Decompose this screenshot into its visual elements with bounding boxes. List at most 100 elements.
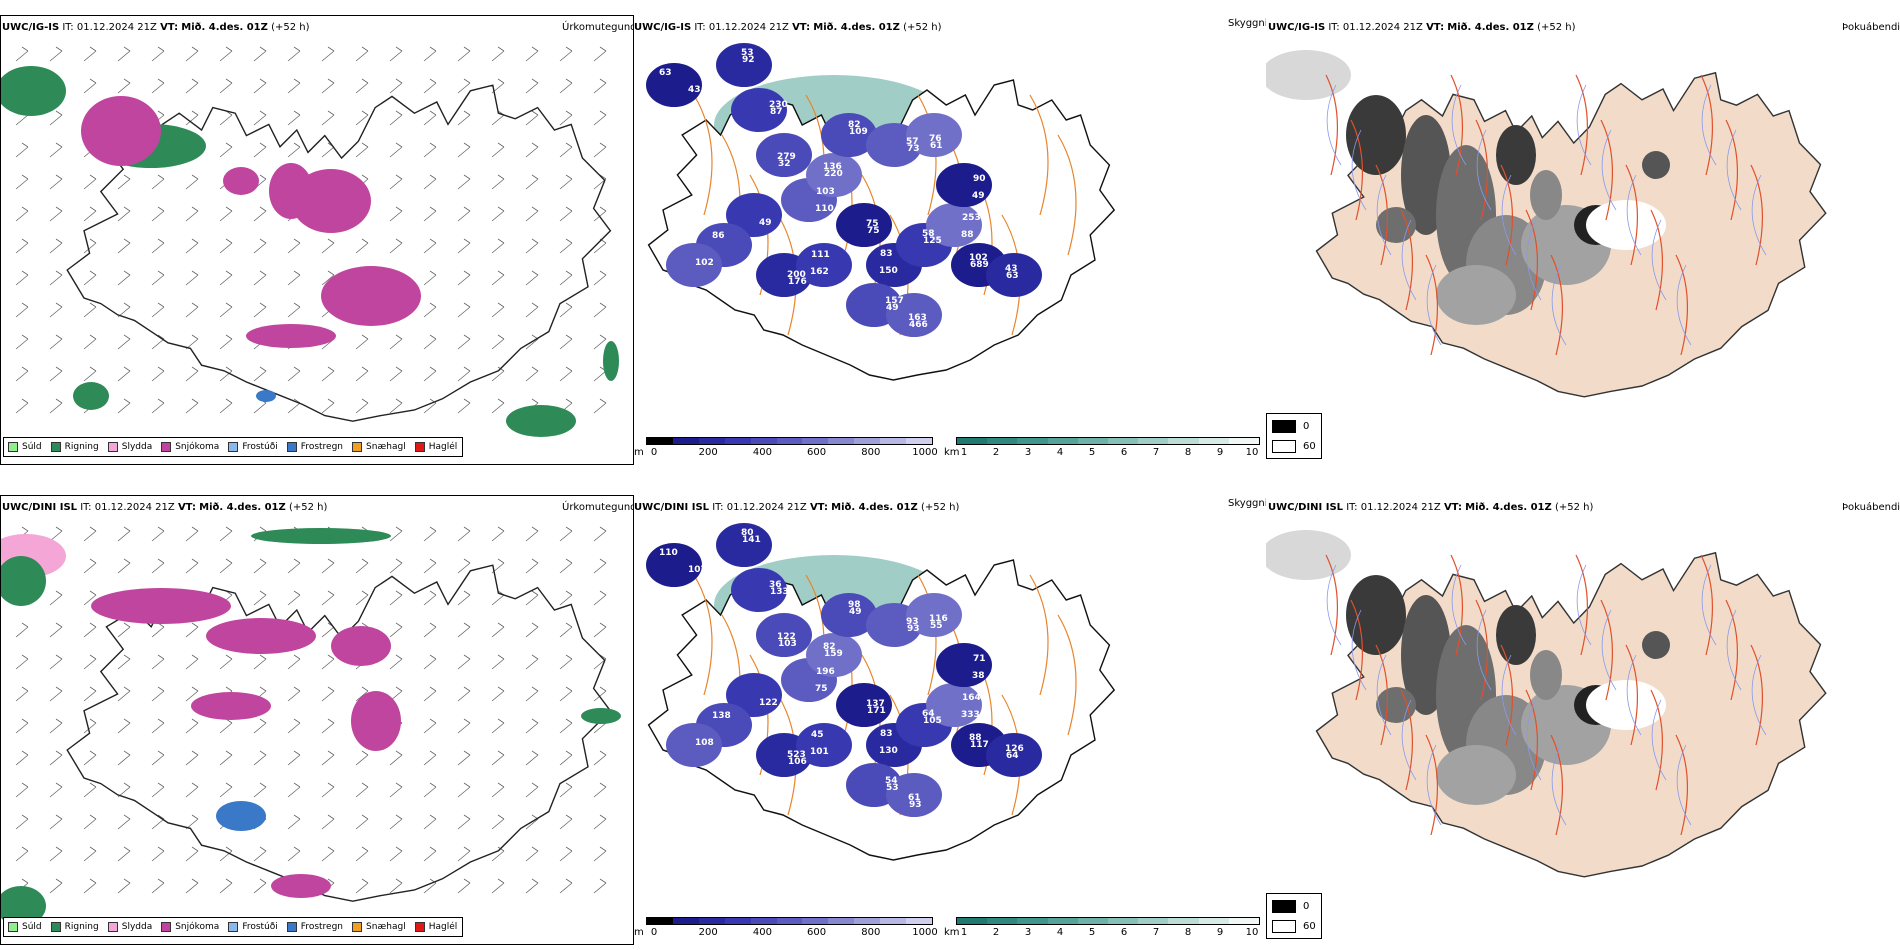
wind-barb <box>49 402 63 414</box>
snow-area <box>269 163 313 219</box>
colorbar-tick: 9 <box>1216 927 1224 938</box>
wind-barb <box>423 242 437 254</box>
wind-barb-flag <box>225 654 233 660</box>
wind-barb <box>151 882 165 894</box>
wind-barb-flag <box>21 718 29 724</box>
wind-barb <box>49 754 63 766</box>
wind-barb <box>219 210 233 222</box>
wind-barb-flag <box>463 686 471 692</box>
wind-barb-flag <box>191 78 199 84</box>
wind-barb <box>151 658 165 670</box>
wind-barb <box>355 786 369 798</box>
fog-key-swatch <box>1272 440 1296 453</box>
precip-title-row1: Úrkomutegund <box>562 22 637 33</box>
wind-barb <box>287 242 301 254</box>
cloud-base-value-label: 80 <box>741 528 754 538</box>
wind-barb <box>253 306 267 318</box>
wind-barb-flag <box>259 366 267 372</box>
fog-key-label: 60 <box>1303 921 1316 932</box>
wind-barb-flag <box>259 558 267 564</box>
wind-barb-flag <box>463 238 471 244</box>
road-line <box>1475 599 1489 701</box>
colorbar-tick: 4 <box>1056 927 1064 938</box>
wind-barb-flag <box>225 846 233 852</box>
river-line <box>1526 219 1542 301</box>
river-line <box>1701 564 1717 646</box>
colorbar-segment <box>1108 918 1139 924</box>
wind-barb-flag <box>259 302 267 308</box>
road-line <box>1029 94 1049 216</box>
colorbar-tick: 3 <box>1024 447 1032 458</box>
wind-barb <box>525 530 539 542</box>
wind-barb <box>185 690 199 702</box>
wind-barb <box>83 786 97 798</box>
wind-barb-flag <box>191 718 199 724</box>
wind-barb-flag <box>395 334 403 340</box>
colorbar-segment <box>1017 918 1048 924</box>
wind-barb-flag <box>531 846 539 852</box>
wind-barb-flag <box>157 46 165 52</box>
wind-barb <box>151 242 165 254</box>
wind-barb-flag <box>361 78 369 84</box>
snow-area <box>223 167 259 195</box>
wind-barb-flag <box>55 654 63 660</box>
wind-barb-flag <box>463 398 471 404</box>
clear-area <box>1586 680 1666 730</box>
wind-barb <box>593 114 607 126</box>
wind-barb <box>117 402 131 414</box>
wind-barb <box>15 818 29 830</box>
wind-barb <box>423 274 437 286</box>
wind-barb-flag <box>531 238 539 244</box>
wind-barb-flag <box>225 334 233 340</box>
wind-barb <box>253 786 267 798</box>
road-line <box>1350 599 1364 701</box>
river-line <box>1551 264 1567 346</box>
wind-barb <box>389 210 403 222</box>
wind-barb-flag <box>565 206 573 212</box>
wind-barb <box>559 658 573 670</box>
colorbar-tick: 10 <box>1245 927 1259 938</box>
wind-barb-flag <box>395 110 403 116</box>
it-value: 01.12.2024 21Z <box>76 22 157 33</box>
wind-barb <box>355 594 369 606</box>
wind-barb <box>593 562 607 574</box>
cloud-base-value-label: 106 <box>788 757 807 767</box>
wind-barb <box>219 146 233 158</box>
wind-barb-flag <box>157 782 165 788</box>
vt-value: Mið. 4.des. 01Z <box>199 502 286 513</box>
wind-barb <box>457 146 471 158</box>
fog-map-row1 <box>1266 50 1827 398</box>
colorbar-segment <box>750 438 777 444</box>
wind-barb <box>525 882 539 894</box>
cloud-base-area <box>836 203 892 247</box>
cloud-base-value-label: 122 <box>759 698 778 708</box>
wind-barb <box>389 562 403 574</box>
wind-barb <box>117 818 131 830</box>
road-line <box>1450 74 1464 176</box>
wind-barb <box>151 274 165 286</box>
wind-barb <box>83 210 97 222</box>
wind-barb <box>321 594 335 606</box>
wind-barb <box>49 882 63 894</box>
wind-barb <box>457 882 471 894</box>
wind-barb <box>389 402 403 414</box>
wind-barb <box>355 338 369 350</box>
river-line <box>1376 654 1392 736</box>
wind-barb-flag <box>225 878 233 884</box>
legend-item: Snæhagl <box>352 922 406 932</box>
wind-barb <box>491 786 505 798</box>
wind-barb <box>423 370 437 382</box>
wind-barb <box>219 850 233 862</box>
wind-barb-flag <box>55 110 63 116</box>
wind-barb-flag <box>55 398 63 404</box>
cloud-panel-row2: 110 141 133 103 196 159 171 83 105 53 93 164 117 106 4… <box>634 495 1266 945</box>
legend-item: Frostregn <box>286 922 343 932</box>
wind-barb-flag <box>123 526 131 532</box>
visibility-colorbar-row2: km 1 2 3 4 5 6 7 8 9 10 <box>944 917 1266 941</box>
wind-barb-flag <box>123 654 131 660</box>
cloud-base-area <box>666 723 722 767</box>
wind-barb-flag <box>327 398 335 404</box>
wind-barb-flag <box>463 174 471 180</box>
wind-barb <box>423 658 437 670</box>
wind-barb <box>15 722 29 734</box>
